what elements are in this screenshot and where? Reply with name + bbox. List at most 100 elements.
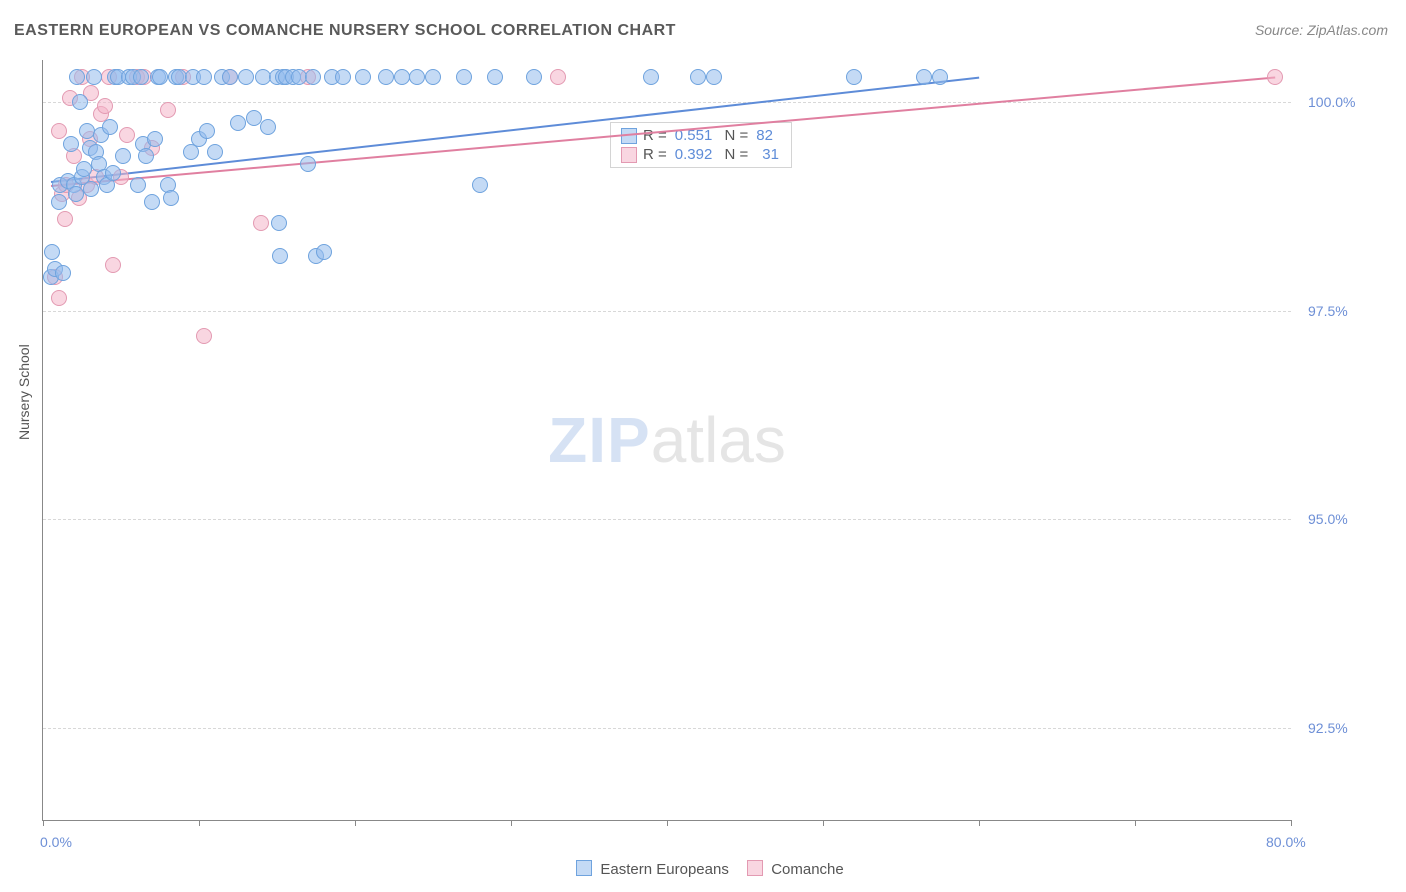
scatter-point-b xyxy=(196,328,212,344)
x-tick-label: 0.0% xyxy=(40,834,72,850)
gridline-h xyxy=(43,102,1291,103)
x-tick xyxy=(823,820,824,826)
legend-n-b: 31 xyxy=(754,146,781,163)
scatter-point-a xyxy=(643,69,659,85)
scatter-point-a xyxy=(472,177,488,193)
series-legend: Eastern Europeans Comanche xyxy=(0,860,1406,878)
watermark: ZIPatlas xyxy=(548,403,786,477)
legend-label-a: Eastern Europeans xyxy=(600,861,728,878)
scatter-point-a xyxy=(147,131,163,147)
legend-swatch-a xyxy=(576,860,592,876)
scatter-point-a xyxy=(272,248,288,264)
scatter-point-a xyxy=(83,181,99,197)
legend-label-b: Comanche xyxy=(771,861,844,878)
scatter-point-a xyxy=(51,194,67,210)
legend-swatch-b xyxy=(747,860,763,876)
x-tick xyxy=(979,820,980,826)
scatter-point-a xyxy=(238,69,254,85)
scatter-point-a xyxy=(706,69,722,85)
scatter-point-a xyxy=(199,123,215,139)
scatter-point-a xyxy=(271,215,287,231)
x-tick xyxy=(1291,820,1292,826)
scatter-point-a xyxy=(932,69,948,85)
y-tick-label: 97.5% xyxy=(1308,303,1348,319)
x-tick xyxy=(43,820,44,826)
legend-r-label: R = xyxy=(643,146,667,163)
scatter-point-a xyxy=(526,69,542,85)
gridline-h xyxy=(43,728,1291,729)
stats-legend-row-b: R = 0.392 N = 31 xyxy=(611,145,791,164)
scatter-point-a xyxy=(130,177,146,193)
scatter-point-a xyxy=(425,69,441,85)
scatter-point-a xyxy=(316,244,332,260)
x-tick xyxy=(355,820,356,826)
scatter-point-a xyxy=(102,119,118,135)
scatter-point-b xyxy=(119,127,135,143)
scatter-point-b xyxy=(51,290,67,306)
scatter-point-a xyxy=(76,161,92,177)
scatter-point-a xyxy=(86,69,102,85)
gridline-h xyxy=(43,311,1291,312)
scatter-point-b xyxy=(105,257,121,273)
gridline-h xyxy=(43,519,1291,520)
scatter-point-a xyxy=(305,69,321,85)
scatter-point-b xyxy=(57,211,73,227)
plot-area: ZIPatlas R = 0.551 N = 82 R = 0.392 N = … xyxy=(42,60,1291,821)
scatter-point-a xyxy=(196,69,212,85)
scatter-point-a xyxy=(138,148,154,164)
y-tick-label: 92.5% xyxy=(1308,720,1348,736)
scatter-point-a xyxy=(69,69,85,85)
y-tick-label: 95.0% xyxy=(1308,511,1348,527)
legend-n-label: N = xyxy=(720,146,748,163)
scatter-point-a xyxy=(394,69,410,85)
legend-n-label: N = xyxy=(720,127,748,144)
scatter-point-a xyxy=(846,69,862,85)
y-tick-label: 100.0% xyxy=(1308,94,1355,110)
scatter-point-b xyxy=(1267,69,1283,85)
scatter-point-b xyxy=(253,215,269,231)
scatter-point-b xyxy=(160,102,176,118)
scatter-point-a xyxy=(133,69,149,85)
scatter-point-a xyxy=(409,69,425,85)
x-tick xyxy=(667,820,668,826)
scatter-point-a xyxy=(207,144,223,160)
scatter-point-b xyxy=(550,69,566,85)
scatter-point-a xyxy=(487,69,503,85)
scatter-point-a xyxy=(115,148,131,164)
x-tick xyxy=(1135,820,1136,826)
scatter-point-a xyxy=(222,69,238,85)
scatter-point-a xyxy=(144,194,160,210)
scatter-point-a xyxy=(55,265,71,281)
watermark-atlas: atlas xyxy=(651,404,786,476)
scatter-point-a xyxy=(456,69,472,85)
source-label: Source: ZipAtlas.com xyxy=(1255,22,1388,38)
scatter-point-b xyxy=(97,98,113,114)
legend-r-b: 0.392 xyxy=(673,146,715,163)
x-tick-label: 80.0% xyxy=(1266,834,1306,850)
scatter-point-a xyxy=(63,136,79,152)
scatter-point-a xyxy=(230,115,246,131)
scatter-point-a xyxy=(163,190,179,206)
scatter-point-a xyxy=(335,69,351,85)
scatter-point-a xyxy=(44,244,60,260)
legend-n-a: 82 xyxy=(754,127,775,144)
scatter-point-a xyxy=(152,69,168,85)
scatter-point-a xyxy=(260,119,276,135)
scatter-point-a xyxy=(916,69,932,85)
x-tick xyxy=(511,820,512,826)
legend-swatch-b xyxy=(621,147,637,163)
y-axis-label: Nursery School xyxy=(16,344,32,440)
scatter-point-a xyxy=(690,69,706,85)
scatter-point-a xyxy=(378,69,394,85)
scatter-point-a xyxy=(72,94,88,110)
watermark-zip: ZIP xyxy=(548,404,651,476)
scatter-point-a xyxy=(355,69,371,85)
scatter-point-b xyxy=(51,123,67,139)
scatter-point-a xyxy=(105,165,121,181)
x-tick xyxy=(199,820,200,826)
trend-line-a xyxy=(51,77,979,183)
chart-title: EASTERN EUROPEAN VS COMANCHE NURSERY SCH… xyxy=(14,22,676,40)
scatter-point-a xyxy=(300,156,316,172)
scatter-point-a xyxy=(68,186,84,202)
trend-line-b xyxy=(51,77,1276,188)
